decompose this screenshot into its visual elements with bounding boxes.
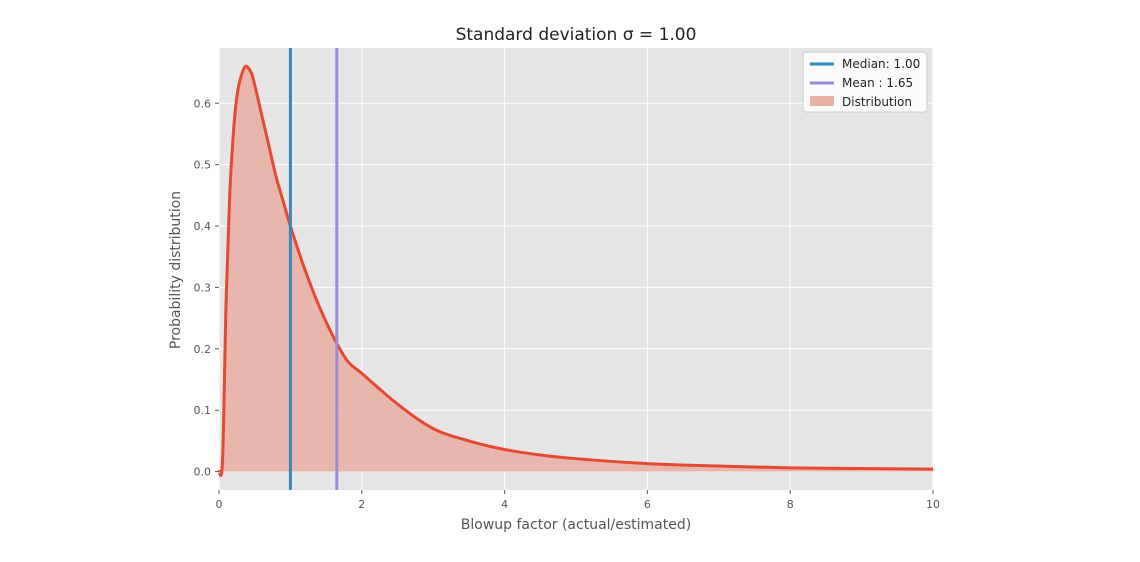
x-axis-label: Blowup factor (actual/estimated) <box>461 517 691 533</box>
y-tick-label: 0.3 <box>194 281 212 294</box>
legend-label-distribution: Distribution <box>842 95 912 109</box>
distribution-line <box>217 64 934 477</box>
y-axis-label: Probability distribution <box>168 191 184 349</box>
legend-label-mean: Mean : 1.65 <box>842 76 913 90</box>
y-tick-label: 0.0 <box>194 466 212 479</box>
y-tick-label: 0.1 <box>194 404 212 417</box>
x-tick-label: 8 <box>787 498 794 511</box>
x-tick-label: 10 <box>926 498 940 511</box>
legend-label-median: Median: 1.00 <box>842 57 920 71</box>
x-tick-label: 4 <box>501 498 508 511</box>
y-axis-ticks: 0.0 0.1 0.2 0.3 0.4 0.5 0.6 <box>194 97 219 479</box>
chart-title: Standard deviation σ = 1.00 <box>456 25 697 45</box>
x-tick-label: 2 <box>358 498 365 511</box>
x-tick-label: 0 <box>216 498 223 511</box>
x-axis-ticks: 0 2 4 6 8 10 <box>216 490 940 511</box>
y-tick-label: 0.6 <box>194 97 212 110</box>
y-tick-label: 0.4 <box>194 220 212 233</box>
x-tick-label: 6 <box>644 498 651 511</box>
y-tick-label: 0.5 <box>194 159 212 172</box>
y-tick-label: 0.2 <box>194 343 212 356</box>
legend-swatch-distribution <box>810 96 834 106</box>
legend: Median: 1.00 Mean : 1.65 Distribution <box>802 51 928 113</box>
